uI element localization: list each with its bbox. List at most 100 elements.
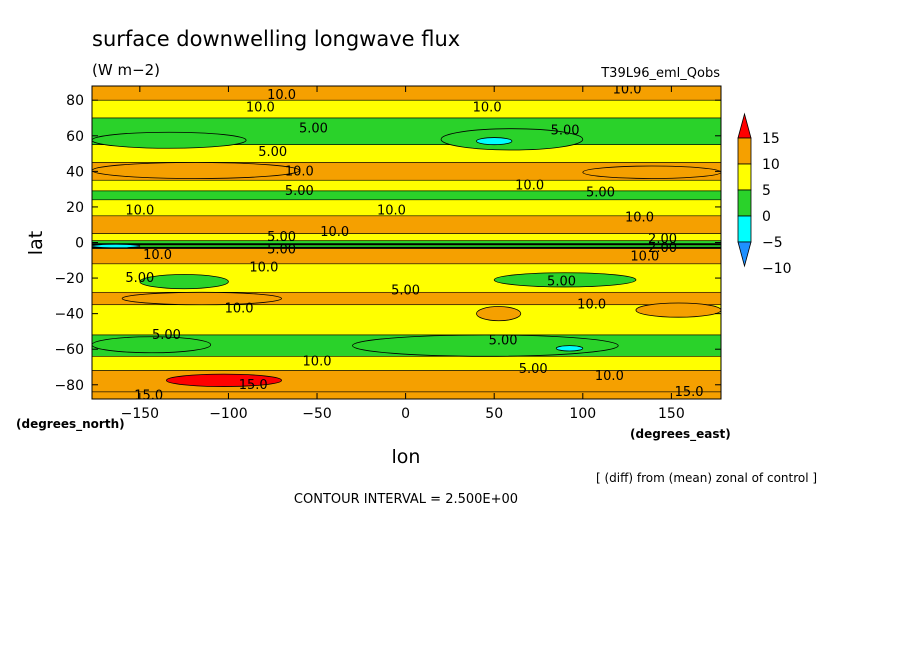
- y-tick-label: −20: [54, 271, 84, 287]
- x-axis: −150 −100 −50 0 50 100 150: [121, 86, 685, 422]
- contour-band: [92, 190, 721, 201]
- contour-label: 10.0: [125, 203, 154, 218]
- contour-band: [92, 233, 721, 242]
- contour-label: 5.00: [519, 362, 548, 377]
- x-tick-label: −50: [302, 406, 332, 422]
- x-tick-label: 50: [485, 406, 503, 422]
- colorbar-segment: [737, 137, 752, 165]
- colorbar-label: 10: [762, 157, 780, 173]
- contour-band: [92, 391, 721, 399]
- contour-label: 5.00: [391, 284, 420, 299]
- contour-labels: 10.010.0 10.010.05.00 5.005.0010.010.05.00…: [125, 83, 704, 403]
- x-tick-label: −100: [209, 406, 247, 422]
- dataset-label: T39L96_eml_Qobs: [600, 66, 720, 81]
- x-tick-label: 0: [401, 406, 410, 422]
- colorbar-label: 0: [762, 209, 771, 225]
- contour-band: [92, 304, 721, 336]
- contour-label: 5.00: [267, 243, 296, 258]
- y-tick-label: 20: [66, 200, 84, 216]
- contour-label: 5.00: [586, 186, 615, 201]
- contour-band: [92, 356, 721, 371]
- contour-label: 10.0: [515, 179, 544, 194]
- y-axis: 80 60 40 20 0 −20 −40 −60 −80: [54, 93, 721, 394]
- footnote: [ (diff) from (mean) zonal of control ]: [596, 471, 817, 485]
- contour-label: 2.00: [648, 232, 677, 247]
- colorbar-segment: [737, 189, 752, 217]
- contour-label: 10.0: [249, 260, 278, 275]
- contour-label: 15.0: [239, 378, 268, 393]
- y-tick-label: −60: [54, 342, 84, 358]
- contour-patch: [92, 243, 141, 249]
- contour-label: 10.0: [625, 211, 654, 226]
- contour-patch: [476, 137, 513, 146]
- contour-patch: [555, 345, 584, 352]
- contour-label: 5.00: [258, 145, 287, 160]
- x-axis-label: lon: [392, 446, 421, 468]
- contour-patch: [166, 373, 282, 387]
- colorbar-label: 15: [762, 131, 780, 147]
- plot-area: 10.010.0 10.010.05.00 5.005.0010.010.05.00…: [92, 83, 721, 403]
- colorbar-arrow-bottom: [737, 241, 752, 268]
- contour-patch: [476, 306, 522, 322]
- colorbar-label: −5: [762, 235, 783, 251]
- contour-fill-patches: [92, 128, 721, 387]
- contour-band: [92, 99, 721, 119]
- y-tick-label: −40: [54, 307, 84, 323]
- contour-label: 10.0: [595, 369, 624, 384]
- contour-label: 10.0: [320, 225, 349, 240]
- contour-patch: [440, 128, 584, 151]
- contour-label: 5.00: [152, 328, 181, 343]
- contour-label: 10.0: [246, 100, 275, 115]
- colorbar-label: −10: [762, 261, 792, 277]
- contour-label: 10.0: [225, 301, 254, 316]
- contour-label: 2.00: [648, 241, 677, 256]
- contour-patch: [582, 165, 721, 179]
- contour-patch: [92, 162, 300, 179]
- colorbar-segment: [737, 163, 752, 191]
- contour-patch: [121, 291, 282, 306]
- contour-label: 10.0: [143, 248, 172, 263]
- contour-label: 15.0: [134, 388, 163, 403]
- x-tick-label: 150: [658, 406, 685, 422]
- x-unit-label: (degrees_east): [630, 427, 731, 442]
- contour-label: 10.0: [303, 355, 332, 370]
- y-unit-label: (degrees_north): [16, 417, 125, 432]
- contour-patch: [635, 302, 721, 318]
- x-tick-label: 100: [569, 406, 596, 422]
- y-tick-label: 40: [66, 164, 84, 180]
- y-tick-label: 80: [66, 93, 84, 109]
- y-tick-label: 60: [66, 129, 84, 145]
- contour-patch: [92, 336, 212, 354]
- contour-label: 10.0: [267, 88, 296, 103]
- contour-patch: [352, 334, 619, 357]
- contour-label: 5.00: [547, 275, 576, 290]
- colorbar: 15 10 5 0 −5 −10: [737, 112, 792, 277]
- y-axis-label: lat: [25, 231, 47, 255]
- contour-label: 10.0: [630, 250, 659, 265]
- colorbar-label: 5: [762, 183, 771, 199]
- contour-label: 10.0: [473, 100, 502, 115]
- contour-label: 5.00: [551, 123, 580, 138]
- contour-label: 5.00: [125, 271, 154, 286]
- y-tick-label: 0: [75, 236, 84, 252]
- contour-label: 10.0: [285, 164, 314, 179]
- contour-patch: [139, 274, 229, 290]
- chart-title: surface downwelling longwave flux: [92, 27, 460, 51]
- contour-label: 15.0: [675, 385, 704, 400]
- colorbar-segment: [737, 215, 752, 243]
- contour-band: [92, 247, 721, 265]
- units-label: (W m−2): [92, 61, 160, 79]
- contour-band: [92, 179, 721, 192]
- contour-label: 5.00: [267, 230, 296, 245]
- contour-label: 5.00: [489, 333, 518, 348]
- contour-patch: [493, 272, 637, 288]
- x-tick-label: −150: [121, 406, 159, 422]
- contour-interval-label: CONTOUR INTERVAL = 2.500E+00: [294, 492, 518, 507]
- contour-label: 10.0: [377, 203, 406, 218]
- contour-label: 5.00: [285, 184, 314, 199]
- y-tick-label: −80: [54, 378, 84, 394]
- contour-label: 10.0: [613, 83, 642, 98]
- contour-patch: [92, 131, 247, 149]
- contour-label: 5.00: [299, 122, 328, 137]
